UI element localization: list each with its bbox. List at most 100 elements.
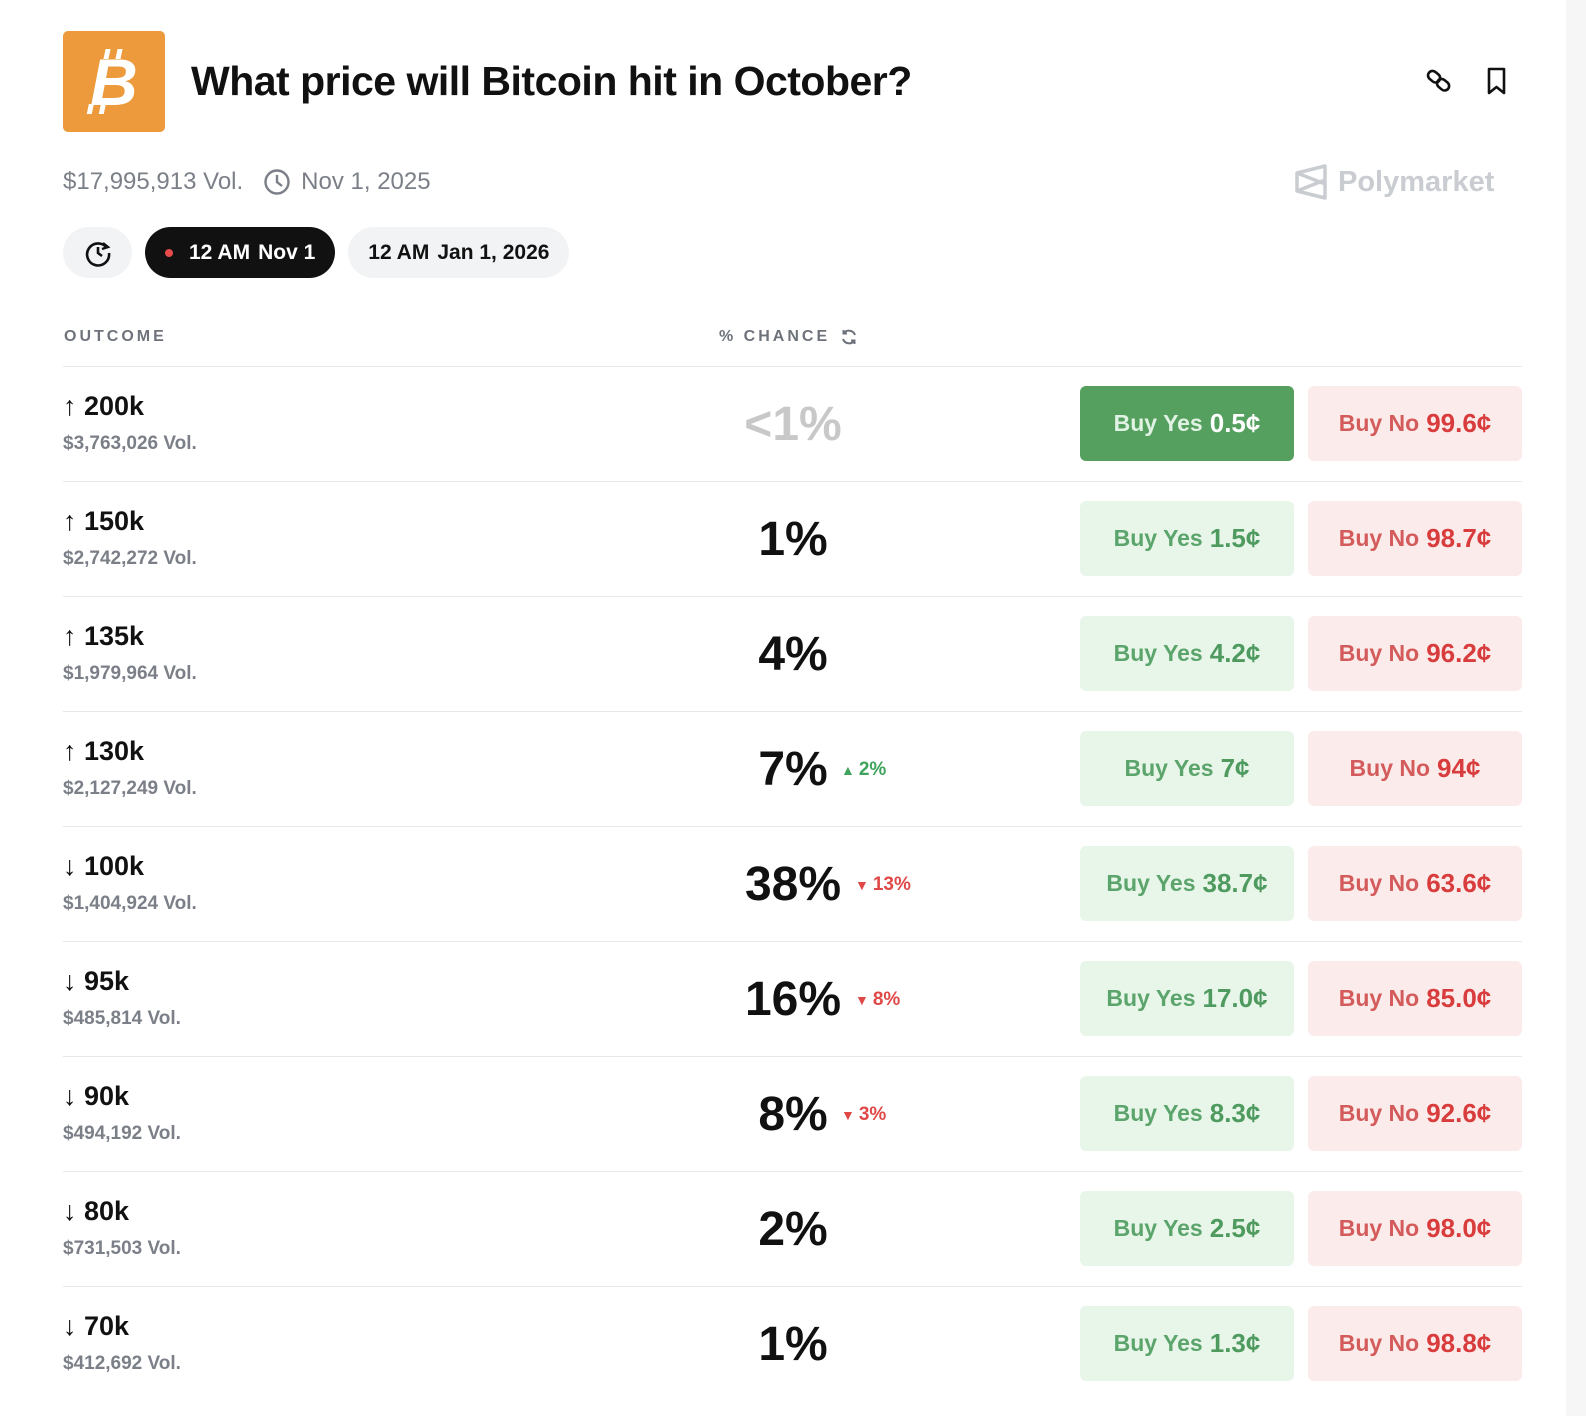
outcome-name: ↑ 200k <box>63 391 145 421</box>
end-date: Nov 1, 2025 <box>301 168 431 195</box>
buy-no-label: Buy No <box>1349 755 1431 781</box>
buy-no-label: Buy No <box>1338 985 1420 1011</box>
yes-price: 0.5¢ <box>1209 408 1261 438</box>
live-dot <box>165 248 173 257</box>
outcome-row[interactable]: ↑ 130k $2,127,249 Vol. 7% ▲ 2% Buy Yes 7¢ B… <box>63 711 1522 826</box>
no-price: 98.7¢ <box>1426 523 1492 553</box>
outcome-row[interactable]: ↑ 135k $1,979,964 Vol. 4% Buy Yes 4.2¢ Bu… <box>63 596 1522 711</box>
outcome-name: ↑ 135k <box>63 621 145 651</box>
yes-price: 8.3¢ <box>1209 1098 1261 1128</box>
buy-no-button[interactable]: Buy No 99.6¢ <box>1308 386 1522 461</box>
buy-yes-label: Buy Yes <box>1113 640 1203 666</box>
bitcoin-icon: B <box>86 47 138 117</box>
outcome-chance: 7% <box>758 743 828 796</box>
buy-no-button[interactable]: Buy No 96.2¢ <box>1308 616 1522 691</box>
outcome-volume: $1,979,964 Vol. <box>63 663 197 684</box>
outcomes-table: ↑ 200k $3,763,026 Vol. <1% Buy Yes 0.5¢ B… <box>63 366 1522 1401</box>
date-pill-jan-1[interactable]: 12 AM Jan 1, 2026 <box>348 227 570 278</box>
buy-no-label: Buy No <box>1338 410 1420 436</box>
buy-yes-button[interactable]: Buy Yes 0.5¢ <box>1080 386 1294 461</box>
outcome-row[interactable]: ↓ 100k $1,404,924 Vol. 38% ▼ 13% Buy Yes 38… <box>63 826 1522 941</box>
outcome-row[interactable]: ↓ 95k $485,814 Vol. 16% ▼ 8% Buy Yes 17.0¢ … <box>63 941 1522 1056</box>
buy-yes-button[interactable]: Buy Yes 7¢ <box>1080 731 1294 806</box>
page-title: What price will Bitcoin hit in October? <box>191 58 912 104</box>
clock-icon <box>264 169 290 195</box>
outcome-row[interactable]: ↓ 70k $412,692 Vol. 1% Buy Yes 1.3¢ Buy N… <box>63 1286 1522 1401</box>
buy-no-label: Buy No <box>1338 1100 1420 1126</box>
outcome-chance: 4% <box>758 628 828 681</box>
outcome-row[interactable]: ↑ 150k $2,742,272 Vol. 1% Buy Yes 1.5¢ Bu… <box>63 481 1522 596</box>
yes-price: 17.0¢ <box>1202 983 1268 1013</box>
link-icon[interactable] <box>1425 66 1455 96</box>
buy-no-label: Buy No <box>1338 870 1420 896</box>
buy-yes-button[interactable]: Buy Yes 4.2¢ <box>1080 616 1294 691</box>
chance-column-header: % CHANCE <box>719 328 858 346</box>
change-value: 2% <box>858 759 887 780</box>
bookmark-icon[interactable] <box>1482 66 1512 96</box>
chance-header-label: % CHANCE <box>719 328 831 345</box>
buy-no-button[interactable]: Buy No 98.8¢ <box>1308 1306 1522 1381</box>
no-price: 98.8¢ <box>1426 1328 1492 1358</box>
buy-no-button[interactable]: Buy No 63.6¢ <box>1308 846 1522 921</box>
triangle-down-icon: ▼ <box>855 992 869 1008</box>
outcome-volume: $2,742,272 Vol. <box>63 548 197 569</box>
history-button[interactable] <box>63 227 132 278</box>
no-price: 92.6¢ <box>1426 1098 1492 1128</box>
buy-yes-button[interactable]: Buy Yes 17.0¢ <box>1080 961 1294 1036</box>
total-volume: $17,995,913 Vol. <box>63 168 244 195</box>
polymarket-icon <box>1295 164 1327 200</box>
buy-yes-label: Buy Yes <box>1113 1100 1203 1126</box>
outcome-name: ↓ 90k <box>63 1081 130 1111</box>
history-clock-icon <box>85 241 110 267</box>
buy-yes-button[interactable]: Buy Yes 2.5¢ <box>1080 1191 1294 1266</box>
buy-yes-label: Buy Yes <box>1113 1215 1203 1241</box>
yes-price: 1.5¢ <box>1209 523 1261 553</box>
yes-price: 1.3¢ <box>1209 1328 1261 1358</box>
outcome-name: ↓ 95k <box>63 966 130 996</box>
pill-date: Jan 1, 2026 <box>437 240 550 264</box>
buy-no-button[interactable]: Buy No 98.7¢ <box>1308 501 1522 576</box>
buy-yes-label: Buy Yes <box>1106 985 1196 1011</box>
buy-no-button[interactable]: Buy No 94¢ <box>1308 731 1522 806</box>
triangle-down-icon: ▼ <box>841 1107 855 1123</box>
svg-text:B: B <box>90 47 138 117</box>
outcome-volume: $494,192 Vol. <box>63 1123 181 1144</box>
buy-yes-label: Buy Yes <box>1106 870 1196 896</box>
yes-price: 4.2¢ <box>1209 638 1261 668</box>
buy-no-label: Buy No <box>1338 640 1420 666</box>
buy-yes-button[interactable]: Buy Yes 1.5¢ <box>1080 501 1294 576</box>
outcome-volume: $3,763,026 Vol. <box>63 433 197 454</box>
refresh-icon[interactable] <box>840 328 858 346</box>
outcome-name: ↓ 100k <box>63 851 145 881</box>
buy-yes-button[interactable]: Buy Yes 8.3¢ <box>1080 1076 1294 1151</box>
change-value: 3% <box>858 1104 887 1125</box>
buy-yes-label: Buy Yes <box>1113 525 1203 551</box>
buy-no-label: Buy No <box>1338 1215 1420 1241</box>
outcome-row[interactable]: ↓ 80k $731,503 Vol. 2% Buy Yes 2.5¢ Buy N… <box>63 1171 1522 1286</box>
buy-no-button[interactable]: Buy No 85.0¢ <box>1308 961 1522 1036</box>
buy-yes-button[interactable]: Buy Yes 38.7¢ <box>1080 846 1294 921</box>
buy-no-button[interactable]: Buy No 98.0¢ <box>1308 1191 1522 1266</box>
outcome-chance: 8% <box>758 1088 828 1141</box>
scrollbar-track[interactable] <box>1566 0 1586 1416</box>
outcome-name: ↓ 70k <box>63 1311 130 1341</box>
outcome-chance: 16% <box>744 973 842 1026</box>
outcome-row[interactable]: ↓ 90k $494,192 Vol. 8% ▼ 3% Buy Yes 8.3¢ Bu… <box>63 1056 1522 1171</box>
outcome-volume: $2,127,249 Vol. <box>63 778 197 799</box>
change-value: 13% <box>872 874 911 895</box>
change-value: 8% <box>872 989 901 1010</box>
date-pill-nov-1[interactable]: 12 AM Nov 1 <box>145 227 336 278</box>
buy-no-button[interactable]: Buy No 92.6¢ <box>1308 1076 1522 1151</box>
triangle-down-icon: ▼ <box>855 877 869 893</box>
outcome-chance: 1% <box>758 513 828 566</box>
pill-date: Nov 1 <box>258 240 316 264</box>
brand-name: Polymarket <box>1338 165 1495 198</box>
change-badge: ▼ 13% <box>855 874 911 896</box>
change-badge: ▼ 8% <box>855 989 900 1011</box>
outcome-chance: 2% <box>758 1203 828 1256</box>
market-meta: $17,995,913 Vol. Nov 1, 2025 <box>63 168 431 196</box>
change-badge: ▼ 3% <box>841 1104 886 1126</box>
outcome-row[interactable]: ↑ 200k $3,763,026 Vol. <1% Buy Yes 0.5¢ B… <box>63 366 1522 481</box>
buy-yes-button[interactable]: Buy Yes 1.3¢ <box>1080 1306 1294 1381</box>
outcome-name: ↓ 80k <box>63 1196 130 1226</box>
